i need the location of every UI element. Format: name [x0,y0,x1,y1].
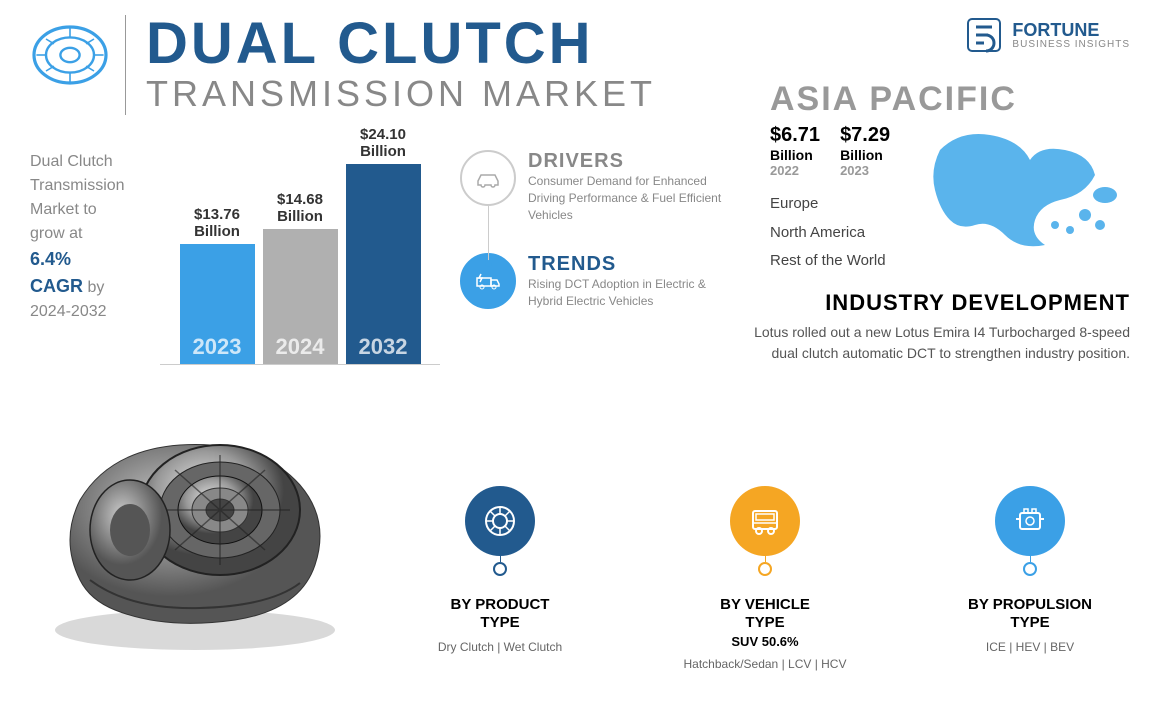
growth-l1: Dual Clutch [30,153,113,170]
region-unit: Billion [840,147,890,163]
category-title: BY PRODUCTTYPE [400,596,600,632]
category-ring-icon [758,562,772,576]
header: DUAL CLUTCH TRANSMISSION MARKET [30,15,656,115]
categories-row: BY PRODUCTTYPEDry Clutch | Wet ClutchBY … [400,486,1130,671]
category-items: Hatchback/Sedan | LCV | HCV [665,657,865,671]
title-sub: TRANSMISSION MARKET [146,73,656,115]
bar-year-label: 2024 [263,334,338,360]
bar-2032: $24.10Billion 2032 [346,126,421,365]
growth-summary: Dual Clutch Transmission Market to grow … [30,150,160,324]
region-title: ASIA PACIFIC [770,80,1130,119]
bar-year-label: 2032 [346,334,421,360]
category-title: BY PROPULSIONTYPE [930,596,1130,632]
bar-2024: $14.68Billion 2024 [263,191,338,365]
region-value: $7.29 [840,124,890,147]
growth-l2: Transmission [30,177,125,194]
growth-l4: grow at [30,225,82,242]
logo-line1: FORTUNE [1012,21,1130,39]
bar-year-label: 2023 [180,334,255,360]
drivers-trends-column: DRIVERS Consumer Demand for Enhanced Dri… [460,150,730,340]
category-block: BY PROPULSIONTYPE ICE | HEV | BEV [930,486,1130,671]
growth-l3: Market to [30,201,97,218]
category-items: Dry Clutch | Wet Clutch [400,640,600,654]
logo-text: FORTUNE BUSINESS INSIGHTS [1012,21,1130,50]
drivers-desc: Consumer Demand for Enhanced Driving Per… [528,173,730,223]
asia-map-icon [930,120,1130,250]
clutch-disc-icon [30,15,110,95]
industry-title: INDUSTRY DEVELOPMENT [750,290,1130,316]
title-main: DUAL CLUTCH [146,15,656,73]
car-icon [460,150,516,206]
category-items: ICE | HEV | BEV [930,640,1130,654]
drivers-title: DRIVERS [528,150,730,173]
trends-text: TRENDS Rising DCT Adoption in Electric &… [528,253,730,310]
category-block: BY VEHICLETYPE SUV 50.6% Hatchback/Sedan |… [665,486,865,671]
bar-rect: 2024 [263,229,338,364]
region-year: 2023 [840,163,890,178]
dt-connector-line [488,206,489,266]
growth-by: by [87,279,104,296]
region-year: 2022 [770,163,820,178]
category-ring-icon [493,562,507,576]
region-unit: Billion [770,147,820,163]
trends-title: TRENDS [528,253,730,276]
category-ring-icon [1023,562,1037,576]
region-item: Rest of the World [770,247,1130,276]
transmission-cutaway-image [20,380,370,660]
cagr-value: 6.4% [30,249,71,269]
category-block: BY PRODUCTTYPE Dry Clutch | Wet Clutch [400,486,600,671]
category-subtitle: SUV 50.6% [665,634,865,649]
region-stat: $7.29Billion2023 [840,124,890,178]
trends-block: TRENDS Rising DCT Adoption in Electric &… [460,253,730,310]
drivers-block: DRIVERS Consumer Demand for Enhanced Dri… [460,150,730,223]
bar-value-label: $13.76Billion [194,206,240,241]
dt-connector-dot [485,260,492,267]
bar-2023: $13.76Billion 2023 [180,206,255,365]
industry-desc: Lotus rolled out a new Lotus Emira I4 Tu… [750,322,1130,364]
logo-line2: BUSINESS INSIGHTS [1012,39,1130,50]
bar-rect: 2032 [346,164,421,364]
region-asia-pacific: ASIA PACIFIC $6.71Billion2022$7.29Billio… [770,80,1130,276]
trends-desc: Rising DCT Adoption in Electric & Hybrid… [528,276,730,310]
growth-period: 2024-2032 [30,303,107,320]
fortune-logo-icon [964,15,1004,55]
cagr-label: CAGR [30,276,83,296]
bar-rect: 2023 [180,244,255,364]
bar-value-label: $24.10Billion [360,126,406,161]
title-block: DUAL CLUTCH TRANSMISSION MARKET [146,15,656,115]
industry-development: INDUSTRY DEVELOPMENT Lotus rolled out a … [750,290,1130,364]
drivers-text: DRIVERS Consumer Demand for Enhanced Dri… [528,150,730,223]
category-title: BY VEHICLETYPE [665,596,865,632]
region-stat: $6.71Billion2022 [770,124,820,178]
region-value: $6.71 [770,124,820,147]
header-divider [125,15,126,115]
brand-logo: FORTUNE BUSINESS INSIGHTS [964,15,1130,55]
market-bar-chart: $13.76Billion2023$14.68Billion2024$24.10… [160,135,440,365]
bar-value-label: $14.68Billion [277,191,323,226]
